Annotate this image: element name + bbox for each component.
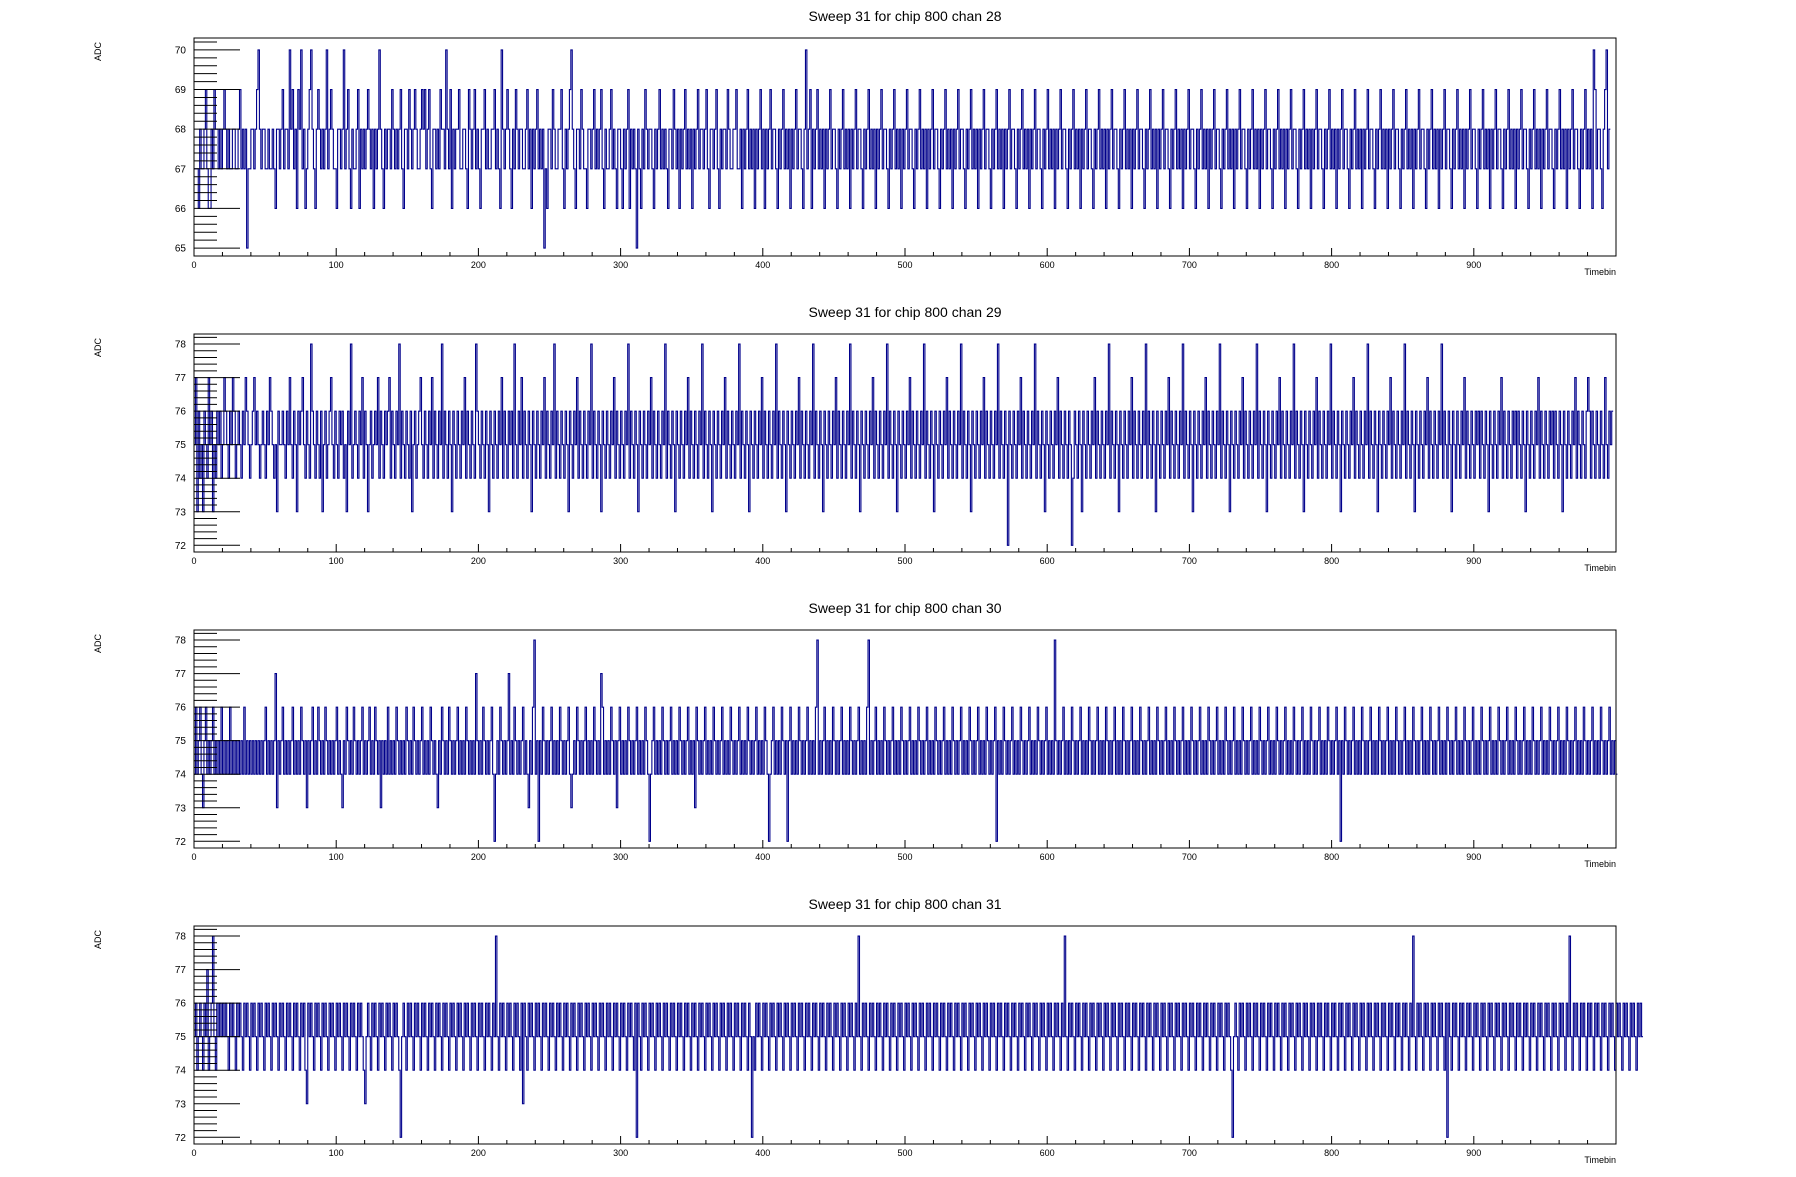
y-tick-label: 75	[175, 440, 187, 451]
x-axis-label: Timebin	[1584, 563, 1616, 573]
x-axis-label: Timebin	[1584, 1155, 1616, 1165]
y-tick-label: 77	[175, 669, 187, 680]
x-tick-label: 800	[1324, 556, 1339, 566]
data-series-trace	[194, 639, 1618, 842]
x-tick-label: 300	[613, 260, 628, 270]
y-tick-label: 73	[175, 507, 187, 518]
x-tick-label: 800	[1324, 852, 1339, 862]
y-axis-label: ADC	[93, 634, 103, 654]
x-tick-label: 400	[755, 556, 770, 566]
x-tick-label: 500	[897, 1148, 912, 1158]
x-tick-label: 700	[1182, 556, 1197, 566]
x-tick-label: 700	[1182, 260, 1197, 270]
y-tick-label: 67	[175, 164, 187, 175]
y-tick-label: 78	[175, 932, 187, 943]
y-tick-label: 78	[175, 636, 187, 647]
x-tick-label: 600	[1040, 556, 1055, 566]
y-tick-label: 74	[175, 474, 187, 485]
x-tick-label: 100	[329, 1148, 344, 1158]
x-tick-label: 900	[1466, 260, 1481, 270]
y-axis-label: ADC	[93, 338, 103, 358]
chart-panel-1: Sweep 31 for chip 800 chan 29 ADC Timebin 7…	[93, 304, 1617, 573]
chart-title: Sweep 31 for chip 800 chan 28	[808, 8, 1001, 24]
x-tick-label: 100	[329, 260, 344, 270]
y-tick-label: 69	[175, 85, 187, 96]
x-tick-label: 0	[191, 260, 196, 270]
x-tick-label: 500	[897, 556, 912, 566]
y-tick-label: 78	[175, 340, 187, 351]
y-tick-label: 73	[175, 1099, 187, 1110]
x-tick-label: 200	[471, 556, 486, 566]
x-tick-label: 900	[1466, 556, 1481, 566]
y-tick-label: 74	[175, 1066, 187, 1077]
x-tick-label: 300	[613, 852, 628, 862]
x-tick-label: 400	[755, 852, 770, 862]
y-tick-label: 76	[175, 407, 187, 418]
chart-title: Sweep 31 for chip 800 chan 31	[808, 896, 1001, 912]
data-series-trace	[194, 343, 1614, 546]
x-tick-label: 300	[613, 1148, 628, 1158]
y-tick-label: 65	[175, 244, 187, 255]
y-tick-label: 75	[175, 736, 187, 747]
x-tick-label: 100	[329, 852, 344, 862]
y-tick-label: 68	[175, 125, 187, 136]
y-tick-label: 76	[175, 703, 187, 714]
x-tick-label: 600	[1040, 260, 1055, 270]
y-tick-label: 72	[175, 1133, 187, 1144]
y-tick-label: 73	[175, 803, 187, 814]
y-tick-label: 72	[175, 837, 187, 848]
x-tick-label: 600	[1040, 852, 1055, 862]
chart-panel-3: Sweep 31 for chip 800 chan 31 ADC Timebin 7…	[93, 896, 1644, 1165]
x-tick-label: 200	[471, 852, 486, 862]
y-tick-label: 74	[175, 770, 187, 781]
x-tick-label: 200	[471, 1148, 486, 1158]
data-series-trace	[194, 49, 1611, 249]
x-tick-label: 200	[471, 260, 486, 270]
x-tick-label: 800	[1324, 260, 1339, 270]
x-tick-label: 800	[1324, 1148, 1339, 1158]
x-tick-label: 300	[613, 556, 628, 566]
x-tick-label: 400	[755, 1148, 770, 1158]
x-tick-label: 100	[329, 556, 344, 566]
x-tick-label: 600	[1040, 1148, 1055, 1158]
x-tick-label: 400	[755, 260, 770, 270]
x-tick-label: 900	[1466, 1148, 1481, 1158]
y-tick-label: 76	[175, 999, 187, 1010]
y-axis-label: ADC	[93, 42, 103, 62]
y-axis-label: ADC	[93, 930, 103, 950]
x-tick-label: 700	[1182, 1148, 1197, 1158]
y-tick-label: 72	[175, 541, 187, 552]
chart-title: Sweep 31 for chip 800 chan 29	[808, 304, 1001, 320]
x-tick-label: 500	[897, 852, 912, 862]
chart-panel-0: Sweep 31 for chip 800 chan 28 ADC Timebin 6…	[93, 8, 1617, 277]
y-tick-label: 77	[175, 373, 187, 384]
y-tick-label: 66	[175, 204, 187, 215]
x-tick-label: 0	[191, 556, 196, 566]
x-axis-label: Timebin	[1584, 859, 1616, 869]
x-tick-label: 700	[1182, 852, 1197, 862]
chart-title: Sweep 31 for chip 800 chan 30	[808, 600, 1001, 616]
y-tick-label: 75	[175, 1032, 187, 1043]
data-series-trace	[194, 935, 1644, 1138]
x-tick-label: 0	[191, 1148, 196, 1158]
x-tick-label: 900	[1466, 852, 1481, 862]
x-tick-label: 0	[191, 852, 196, 862]
chart-panel-2: Sweep 31 for chip 800 chan 30 ADC Timebin 7…	[93, 600, 1618, 869]
y-tick-label: 70	[175, 45, 187, 56]
x-tick-label: 500	[897, 260, 912, 270]
x-axis-label: Timebin	[1584, 267, 1616, 277]
y-tick-label: 77	[175, 965, 187, 976]
